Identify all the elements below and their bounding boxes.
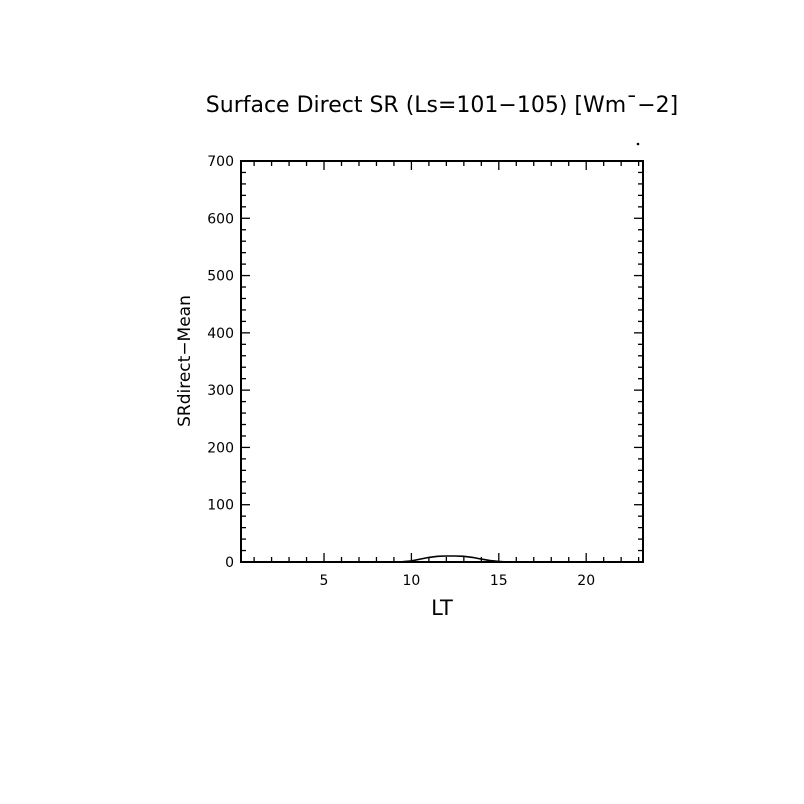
plot-frame [240, 160, 644, 563]
series-group [393, 555, 508, 563]
x-tick-label: 10 [402, 573, 420, 589]
y-axis-label: SRdirect−Mean [175, 295, 195, 427]
x-tick-label: 15 [490, 573, 508, 589]
x-axis-label: LT [431, 596, 453, 620]
y-tick-label: 400 [207, 326, 234, 342]
y-tick-label: 300 [207, 383, 234, 399]
stray-dot [636, 142, 640, 146]
y-tick-label: 700 [207, 154, 234, 170]
y-tick-label: 100 [207, 498, 234, 514]
chart-title: Surface Direct SR (Ls=101−105) [Wm¯−2] [206, 93, 678, 118]
y-tick-label: 200 [207, 440, 234, 456]
y-tick-label: 0 [225, 555, 234, 571]
x-tick-label: 5 [320, 573, 329, 589]
y-tick-label: 600 [207, 211, 234, 227]
series-line [393, 555, 508, 563]
y-tick-label: 500 [207, 269, 234, 285]
x-tick-label: 20 [577, 573, 595, 589]
